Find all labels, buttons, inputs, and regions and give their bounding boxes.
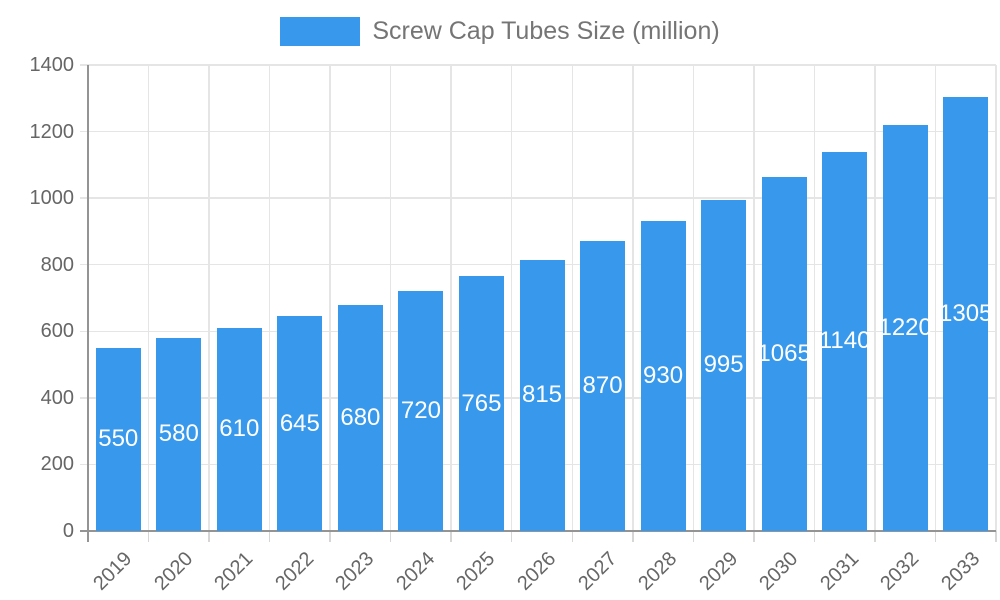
x-gridline: [995, 65, 997, 531]
y-axis-tick-label: 400: [40, 386, 74, 409]
bar-2022[interactable]: [277, 316, 323, 531]
x-axis-line: [88, 530, 996, 532]
x-tick: [632, 531, 634, 542]
x-gridline: [329, 65, 331, 531]
y-axis-tick-label: 600: [40, 320, 74, 343]
x-tick: [329, 531, 331, 542]
bar-2020[interactable]: [156, 337, 202, 531]
bar-value-label: 680: [340, 403, 381, 431]
y-axis-tick-label: 0: [62, 520, 74, 542]
x-gridline: [813, 65, 816, 531]
legend-label: Screw Cap Tubes Size (million): [372, 17, 720, 45]
x-tick: [874, 531, 876, 542]
y-gridline: [88, 64, 996, 66]
x-tick: [147, 531, 150, 542]
x-tick: [934, 531, 937, 542]
y-tick: [80, 397, 88, 399]
x-gridline: [450, 65, 452, 531]
bar-value-label: 1140: [818, 327, 871, 355]
x-gridline: [510, 65, 513, 531]
bar-value-label: 995: [703, 351, 744, 379]
y-tick: [80, 130, 88, 133]
legend-swatch-icon: [280, 17, 361, 46]
x-gridline: [874, 65, 876, 531]
bar-2028[interactable]: [640, 221, 686, 531]
bar-2023[interactable]: [337, 304, 383, 531]
bar-value-label: 720: [400, 397, 441, 425]
y-tick: [80, 330, 88, 333]
x-axis-label-2019: 2019: [89, 547, 137, 595]
legend: Screw Cap Tubes Size (million): [0, 17, 1000, 46]
x-tick: [510, 531, 513, 542]
x-tick: [208, 531, 210, 542]
bar-2032[interactable]: [882, 124, 928, 531]
bar-value-label: 1065: [757, 339, 811, 367]
bar-2027[interactable]: [580, 241, 626, 531]
bar-value-label: 645: [279, 409, 320, 437]
bar-2024[interactable]: [398, 291, 444, 531]
x-gridline: [571, 65, 574, 531]
x-gridline: [692, 65, 695, 531]
x-gridline: [208, 65, 210, 531]
bar-value-label: 610: [219, 415, 260, 443]
x-gridline: [389, 65, 392, 531]
y-axis-tick-label: 1400: [29, 54, 75, 76]
x-tick: [995, 531, 997, 542]
x-tick: [692, 531, 695, 542]
bar-2033[interactable]: [943, 96, 989, 531]
x-tick: [450, 531, 452, 542]
bar-2019[interactable]: [95, 347, 141, 531]
y-tick-zero: [80, 530, 88, 532]
x-tick: [268, 531, 271, 542]
bar-2030[interactable]: [761, 176, 807, 531]
y-tick: [80, 263, 88, 266]
x-gridline: [632, 65, 634, 531]
bar-value-label: 1220: [878, 313, 932, 341]
bar-value-label: 870: [582, 372, 623, 400]
bar-2029[interactable]: [701, 199, 747, 531]
y-tick: [80, 64, 88, 66]
x-gridline: [753, 65, 755, 531]
legend-item[interactable]: Screw Cap Tubes Size (million): [280, 17, 720, 46]
bar-value-label: 930: [643, 362, 684, 390]
bar-2031[interactable]: [822, 151, 868, 531]
y-axis-tick-label: 1000: [29, 187, 75, 210]
x-tick: [813, 531, 816, 542]
bar-value-label: 765: [461, 389, 502, 417]
y-tick: [80, 197, 88, 199]
x-gridline: [147, 65, 150, 531]
x-tick: [87, 531, 89, 542]
bar-value-label: 815: [521, 381, 563, 409]
y-axis-tick-label: 1200: [29, 120, 75, 143]
x-gridline: [268, 65, 271, 531]
y-axis-line: [87, 65, 89, 531]
bar-2025[interactable]: [458, 276, 504, 531]
y-gridline: [88, 197, 996, 199]
y-tick: [80, 463, 88, 466]
x-tick: [389, 531, 392, 542]
bar-value-label: 550: [98, 425, 139, 453]
y-axis-tick-label: 800: [40, 253, 74, 276]
bar-2021[interactable]: [216, 327, 262, 531]
x-tick: [571, 531, 574, 542]
x-tick: [753, 531, 755, 542]
bar-value-label: 580: [158, 420, 199, 448]
y-gridline: [88, 130, 996, 133]
bar-value-label: 1305: [939, 299, 993, 327]
y-axis-tick-label: 200: [40, 453, 74, 476]
bar-2026[interactable]: [519, 259, 565, 531]
x-gridline: [934, 65, 937, 531]
